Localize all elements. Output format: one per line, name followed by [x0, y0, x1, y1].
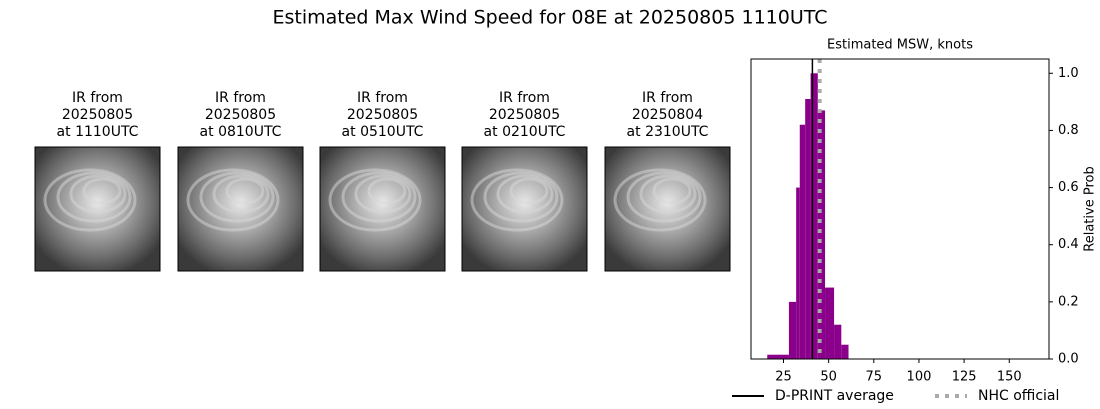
image-title: at 0810UTC	[200, 124, 282, 140]
cloud-band	[470, 168, 564, 232]
cloud-band	[43, 168, 137, 232]
bar	[788, 301, 797, 359]
legend-label: D-PRINT average	[775, 388, 894, 404]
image-title: at 0210UTC	[484, 124, 566, 140]
image-title: 20250805	[489, 107, 560, 123]
bar	[841, 344, 849, 359]
cloud-band	[483, 171, 559, 223]
cloud-band	[225, 177, 265, 205]
image-title: 20250805	[347, 107, 418, 123]
plot-frame	[750, 58, 1050, 360]
image-title: IR from	[499, 90, 550, 106]
y-tick-label: 0.6	[1058, 180, 1079, 195]
satellite-image	[604, 146, 731, 272]
cloud-band	[69, 174, 127, 214]
x-tick-label: 50	[820, 370, 837, 385]
image-title: at 0510UTC	[342, 124, 424, 140]
cloud-band	[639, 174, 697, 214]
y-tick-label: 1.0	[1058, 66, 1079, 81]
cloud-band	[367, 177, 407, 205]
y-tick-label: 0.0	[1058, 352, 1079, 367]
satellite-image	[177, 146, 304, 272]
satellite-image	[319, 146, 446, 272]
satellite-image	[461, 146, 588, 272]
image-title: 20250804	[632, 107, 703, 123]
bar	[799, 124, 806, 359]
chart-title: Estimated MSW, knots	[827, 38, 973, 53]
bar	[805, 99, 811, 359]
image-title: 20250805	[62, 107, 133, 123]
satellite-image	[34, 146, 161, 272]
x-tick-label: 100	[907, 370, 932, 385]
cloud-band	[626, 171, 702, 223]
x-tick-label: 75	[866, 370, 883, 385]
x-tick-label: 125	[952, 370, 977, 385]
bar	[834, 324, 842, 359]
x-tick-label: 25	[775, 370, 792, 385]
y-axis-label: Relative Prob	[1083, 166, 1098, 251]
legend-label: NHC official	[978, 388, 1059, 404]
cloud-band	[613, 168, 707, 232]
cloud-band	[199, 171, 275, 223]
cloud-band	[212, 174, 270, 214]
bar	[767, 354, 789, 359]
image-title: 20250805	[205, 107, 276, 123]
cloud-band	[82, 177, 122, 205]
y-tick-label: 0.2	[1058, 294, 1079, 309]
bar	[810, 73, 818, 360]
x-tick-label: 150	[997, 370, 1022, 385]
image-title: at 1110UTC	[57, 124, 139, 140]
cloud-band	[509, 177, 549, 205]
image-title: IR from	[215, 90, 266, 106]
y-tick-label: 0.8	[1058, 123, 1079, 138]
bar	[825, 287, 835, 359]
bar	[796, 187, 800, 359]
cloud-band	[56, 171, 132, 223]
page-title: Estimated Max Wind Speed for 08E at 2025…	[272, 7, 827, 29]
bar	[817, 110, 826, 359]
image-title: at 2310UTC	[627, 124, 709, 140]
image-title: IR from	[72, 90, 123, 106]
image-title: IR from	[642, 90, 693, 106]
cloud-band	[652, 177, 692, 205]
cloud-band	[496, 174, 554, 214]
cloud-band	[328, 168, 422, 232]
cloud-band	[354, 174, 412, 214]
cloud-band	[341, 171, 417, 223]
cloud-band	[186, 168, 280, 232]
y-tick-label: 0.4	[1058, 237, 1079, 252]
image-title: IR from	[357, 90, 408, 106]
